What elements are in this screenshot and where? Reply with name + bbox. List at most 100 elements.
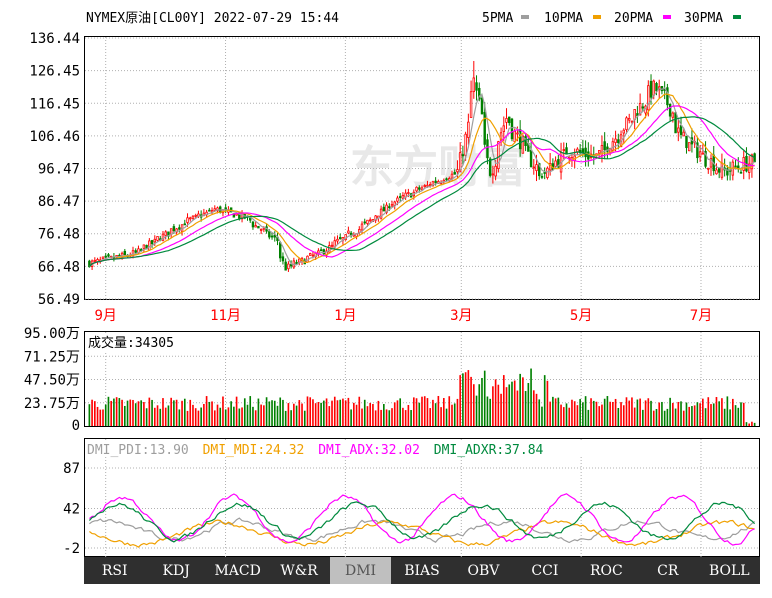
candle-body	[104, 255, 107, 258]
candle-body	[295, 261, 298, 264]
candle-body	[418, 187, 421, 190]
dmi-pdi-line	[89, 517, 755, 544]
volume-bar	[393, 402, 396, 426]
volume-bar	[181, 400, 183, 426]
volume-bar	[355, 404, 358, 426]
volume-bar	[189, 399, 192, 426]
price-y-tick-label: 66.48	[38, 259, 80, 275]
volume-bar	[557, 397, 560, 426]
candle-body	[532, 166, 536, 169]
volume-bar	[115, 397, 118, 426]
candle-body	[210, 209, 214, 213]
candle-body	[652, 80, 655, 96]
volume-bar	[549, 401, 551, 426]
candle-body	[420, 187, 424, 191]
price-y-tick-label: 56.49	[38, 292, 80, 308]
tab-kdj[interactable]: KDJ	[162, 562, 190, 579]
tab-roc[interactable]: ROC	[589, 562, 623, 579]
volume-bar	[306, 396, 309, 426]
candle-body	[562, 149, 565, 151]
candle-body	[598, 150, 601, 154]
candle-body	[453, 172, 456, 175]
candle-body	[450, 173, 454, 179]
volume-bar	[500, 393, 502, 426]
candle-body	[720, 162, 724, 178]
tab-cci[interactable]: CCI	[531, 562, 559, 579]
tab-obv[interactable]: OBV	[467, 562, 500, 579]
candle-body	[298, 258, 301, 263]
candle-body	[254, 225, 257, 228]
price-y-tick-label: 116.45	[29, 96, 80, 112]
volume-bar	[437, 395, 440, 426]
tab-cr[interactable]: CR	[657, 562, 679, 579]
candle-body	[426, 184, 429, 187]
ma-legend: 5PMA 10PMA 20PMA 30PMA	[482, 11, 741, 26]
candle-body	[270, 235, 274, 238]
volume-bar	[410, 410, 412, 426]
tab-bias[interactable]: BIAS	[404, 562, 440, 579]
volume-bar	[268, 401, 271, 426]
candle-body	[93, 259, 97, 262]
candle-body	[366, 219, 369, 224]
volume-bar	[186, 410, 189, 426]
volume-bar	[385, 409, 388, 426]
volume-bar	[358, 396, 361, 426]
ma10-line	[88, 93, 755, 268]
tab-dmi[interactable]: DMI	[329, 557, 392, 584]
candle-body	[687, 142, 691, 152]
volume-bar	[132, 399, 134, 426]
volume-bar	[173, 400, 175, 426]
dmi-adxr-line	[88, 501, 756, 543]
volume-bar	[592, 400, 595, 426]
candle-body	[208, 209, 211, 212]
tab-wr[interactable]: W&R	[280, 562, 318, 579]
volume-bar	[543, 375, 546, 426]
candle-body	[461, 154, 465, 157]
candle-body	[540, 175, 544, 178]
volume-bar	[388, 410, 391, 426]
candle-body	[600, 145, 604, 156]
price-y-tick-label: 126.45	[29, 64, 80, 80]
volume-bar	[175, 399, 178, 426]
legend-5pma-label: 5PMA	[482, 11, 513, 26]
volume-bar	[663, 410, 666, 426]
candle-body	[674, 112, 677, 134]
tab-macd[interactable]: MACD	[214, 562, 261, 579]
candle-body	[671, 112, 675, 118]
volume-y-tick-label: 47.50万	[24, 373, 80, 389]
volume-bar	[740, 402, 742, 426]
volume-bar	[107, 396, 110, 426]
volume-bar	[721, 398, 723, 426]
volume-bar	[527, 383, 530, 426]
volume-bar	[339, 399, 342, 426]
volume-label-bg	[85, 333, 205, 351]
candle-body	[279, 242, 282, 259]
dmi-mdi-line	[89, 519, 755, 548]
price-x-tick-label: 5月	[570, 308, 592, 324]
volume-bar	[511, 381, 513, 426]
candle-body	[516, 132, 519, 135]
candle-body	[505, 118, 508, 123]
volume-bar	[372, 404, 374, 426]
candle-body	[382, 206, 386, 212]
volume-bar	[211, 401, 213, 426]
tab-rsi[interactable]: RSI	[101, 562, 128, 579]
volume-bar	[284, 410, 287, 426]
candle-body	[134, 250, 137, 253]
volume-bar	[134, 403, 137, 426]
candle-body	[518, 129, 522, 150]
price-y-axis: 136.44 126.45 116.45 106.46 96.47 86.47 76.48 6…	[29, 31, 80, 308]
candle-body	[101, 256, 105, 259]
dmi-panel-frame	[84, 438, 760, 557]
volume-bar	[734, 405, 737, 426]
volume-bar	[481, 377, 483, 426]
legend-10pma-swatch	[593, 15, 601, 19]
volume-bar	[423, 396, 426, 426]
volume-bar	[407, 405, 410, 426]
volume-bar	[442, 398, 445, 426]
tab-boll[interactable]: BOLL	[708, 562, 750, 579]
volume-bar	[666, 408, 669, 426]
candle-body	[538, 163, 541, 177]
volume-bar	[535, 393, 538, 426]
volume-bar	[601, 404, 603, 426]
